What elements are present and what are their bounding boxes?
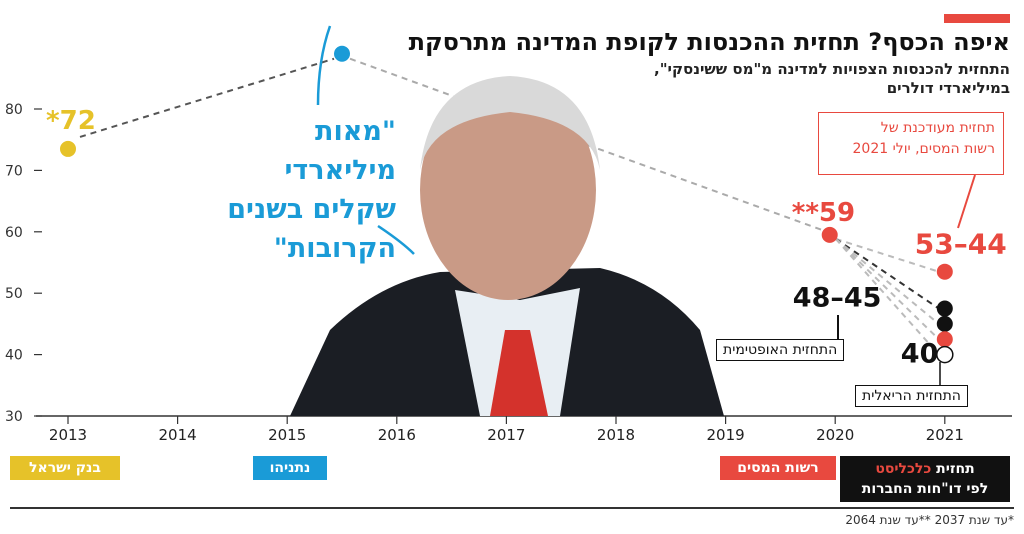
quote-line-1: "מאות מיליארדי <box>284 116 396 186</box>
subtitle-line-1: התחזית להכנסות הצפויות למדינה מ"מס ששינס… <box>654 60 1010 78</box>
connector-line <box>79 57 335 138</box>
chart-title: איפה הכסף? תחזית ההכנסות לקופת המדינה מת… <box>408 28 1010 56</box>
source-calcalist: תחזית כלכליסט לפי דו"חות החברות <box>840 456 1010 502</box>
chart-subtitle: התחזית להכנסות הצפויות למדינה מ"מס ששינס… <box>654 60 1010 98</box>
quote-line-2: שקלים בשנים <box>227 194 396 225</box>
source-netanyahu: נתניהו <box>253 456 327 480</box>
x-tick-label: 2021 <box>926 426 964 444</box>
data-label: *72 <box>46 106 96 136</box>
netanyahu-stem <box>316 25 332 106</box>
fan-line <box>834 238 940 356</box>
data-point <box>334 45 350 62</box>
data-point <box>936 300 953 317</box>
data-label: 53–44 <box>915 228 1007 261</box>
y-tick-label: 80 <box>5 102 23 118</box>
x-tick-label: 2016 <box>378 426 416 444</box>
y-tick-label: 40 <box>5 348 23 364</box>
fan-line <box>835 238 940 325</box>
fan-line <box>835 238 940 340</box>
fan-line <box>835 238 940 310</box>
y-tick-label: 60 <box>5 225 23 241</box>
quote-line-3: הקרובות" <box>273 233 396 264</box>
tax-authority-callout: תחזית מעודכנת של רשות המסים, יולי 2021 <box>818 112 1004 175</box>
data-point <box>821 226 838 243</box>
quote-pointer <box>377 224 415 255</box>
netanyahu-quote: "מאות מיליארדי שקלים בשנים הקרובות" <box>196 112 396 268</box>
callout-pointer <box>957 174 976 229</box>
calcalist-brand: כלכליסט <box>875 461 932 477</box>
accent-bar <box>944 14 1010 23</box>
footnote: *עד שנת 2037 **עד שנת 2064 <box>845 513 1014 527</box>
x-tick-label: 2019 <box>707 426 745 444</box>
data-point <box>936 315 953 332</box>
realistic-label: התחזית הריאלית <box>855 385 968 407</box>
source-bank-israel: בנק ישראל <box>10 456 120 480</box>
callout-line-1: תחזית מעודכנת של <box>880 120 995 136</box>
x-tick-label: 2015 <box>268 426 306 444</box>
data-point <box>936 263 953 280</box>
x-tick-label: 2018 <box>597 426 635 444</box>
data-label: 48–45 <box>793 283 882 314</box>
x-tick-label: 2013 <box>49 426 87 444</box>
subtitle-line-2: במיליארדי דולרים <box>886 79 1010 97</box>
source-tax-authority: רשות המסים <box>720 456 836 480</box>
y-tick-label: 70 <box>5 163 23 179</box>
optimistic-label: התחזית האופטימית <box>716 339 845 361</box>
fan-line <box>835 237 940 273</box>
x-tick-label: 2017 <box>487 426 525 444</box>
x-tick-label: 2014 <box>159 426 197 444</box>
connector-line <box>349 57 823 231</box>
x-tick-label: 2020 <box>816 426 854 444</box>
y-tick-label: 30 <box>5 409 23 425</box>
calcalist-label-b: לפי דו"חות החברות <box>861 481 989 497</box>
data-label: 40 <box>901 339 939 370</box>
data-point <box>60 140 76 157</box>
y-tick-label: 50 <box>5 286 23 302</box>
footer-divider <box>10 507 1014 509</box>
portrait-image <box>290 76 724 416</box>
data-point <box>936 331 953 348</box>
data-label: **59 <box>792 198 855 228</box>
data-point <box>936 345 954 364</box>
calcalist-label-a: תחזית <box>936 461 975 477</box>
callout-line-2: רשות המסים, יולי 2021 <box>852 141 995 157</box>
